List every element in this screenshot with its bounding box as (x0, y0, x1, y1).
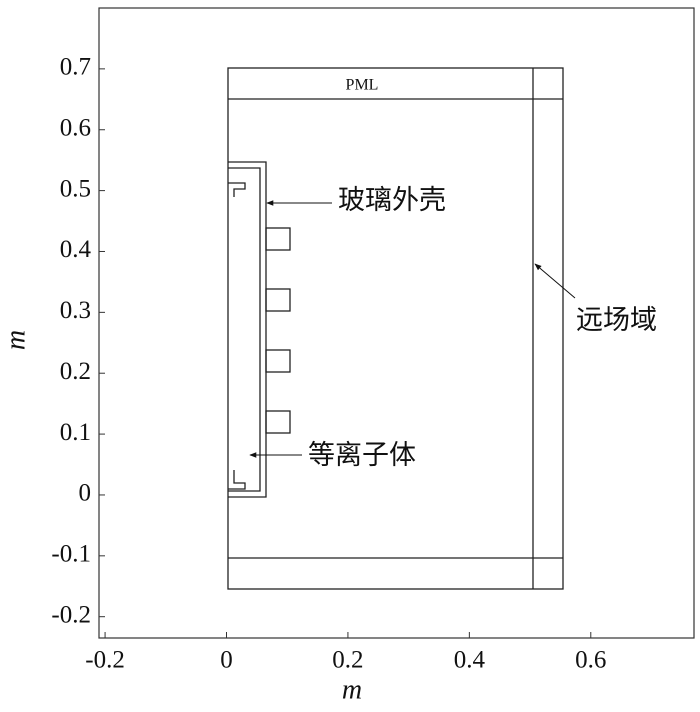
y-axis-label: m (0, 330, 31, 350)
x-axis-label: m (342, 674, 362, 705)
electrode (265, 410, 291, 434)
electrode (265, 227, 291, 251)
y-tick-label: -0.1 (51, 541, 91, 568)
electrode (265, 288, 291, 312)
y-tick-label: 0 (79, 480, 92, 507)
y-tick-label: 0.6 (60, 114, 91, 141)
x-tick-label: 0 (220, 647, 233, 674)
y-tick-label: 0.5 (60, 175, 91, 202)
y-tick-label: 0.7 (60, 54, 91, 81)
electrode (265, 349, 291, 373)
x-tick-label: 0.6 (575, 647, 606, 674)
x-tick-label: 0.4 (454, 647, 486, 674)
x-tick-label: 0.2 (332, 647, 363, 674)
geometry (227, 67, 564, 590)
arrow (534, 263, 576, 299)
y-tick-label: 0.4 (60, 236, 92, 263)
plot-frame (98, 7, 695, 639)
annotation: 玻璃外壳 (338, 185, 446, 215)
plasma (228, 167, 261, 492)
annotation: PML (346, 77, 379, 94)
y-tick-label: 0.1 (60, 419, 91, 446)
y-tick-label: 0.3 (60, 297, 91, 324)
far-field-boundary (227, 67, 564, 590)
x-tick-label: -0.2 (85, 647, 125, 674)
y-tick-label: 0.2 (60, 358, 91, 385)
glass-shell (228, 161, 267, 498)
annotation: 等离子体 (308, 440, 416, 470)
y-tick-label: -0.2 (51, 601, 91, 628)
annotation: 远场域 (576, 305, 657, 335)
